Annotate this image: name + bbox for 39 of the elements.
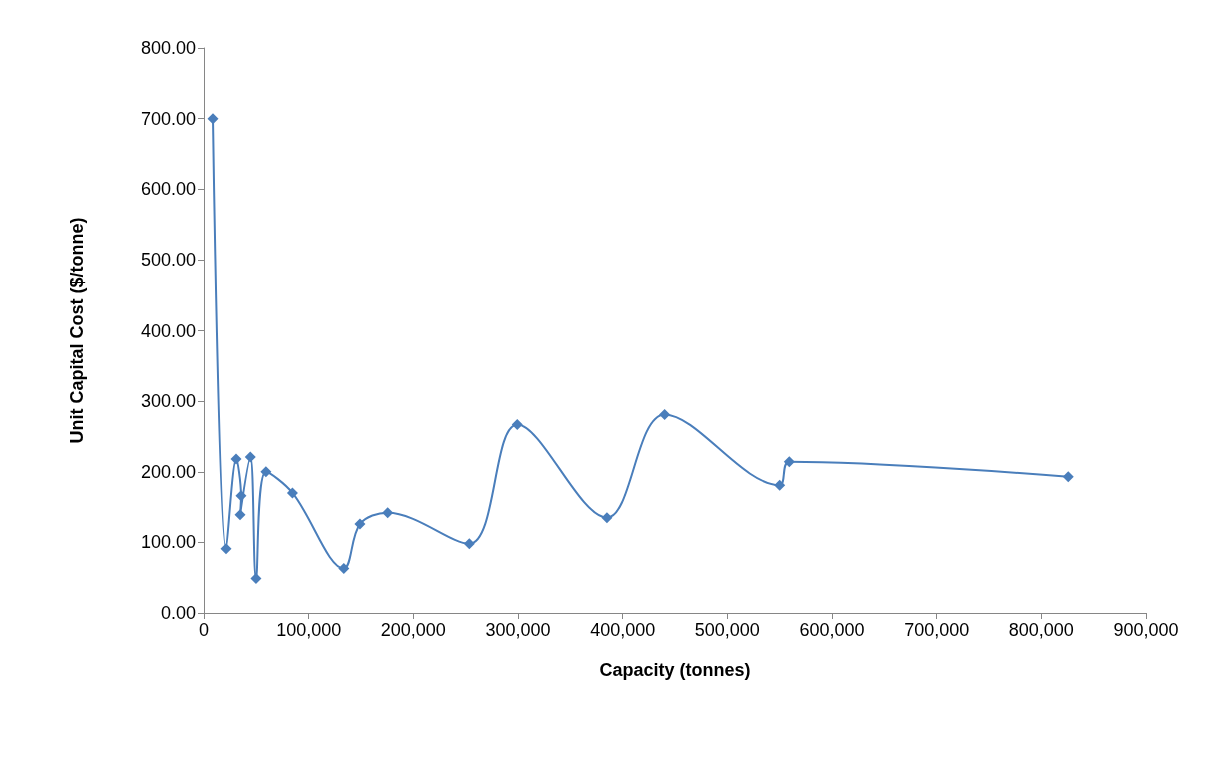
point bbox=[230, 453, 242, 465]
y-tick-label: 0.00 bbox=[160, 603, 196, 623]
y-tick-label: 700.00 bbox=[140, 108, 196, 129]
x-axis-title: Capacity (tonnes) bbox=[599, 660, 751, 680]
point bbox=[1062, 471, 1074, 483]
point bbox=[220, 543, 232, 555]
point bbox=[774, 479, 786, 491]
x-tick-label: 900,000 bbox=[1113, 620, 1179, 640]
x-tick-label: 500,000 bbox=[694, 620, 760, 640]
y-tick-label: 100.00 bbox=[140, 532, 196, 553]
point bbox=[234, 509, 246, 521]
point bbox=[207, 113, 219, 125]
x-tick-label: 800,000 bbox=[1008, 620, 1074, 640]
x-tick-label: 400,000 bbox=[590, 620, 656, 640]
point bbox=[286, 487, 298, 499]
x-tick-label: 0 bbox=[198, 620, 210, 640]
point bbox=[659, 409, 671, 421]
point bbox=[260, 466, 272, 478]
point bbox=[235, 490, 247, 502]
point bbox=[783, 456, 795, 468]
point bbox=[338, 563, 350, 575]
point bbox=[601, 512, 613, 524]
y-tick-label: 800.00 bbox=[140, 38, 196, 58]
point bbox=[382, 507, 394, 519]
y-tick-label: 200.00 bbox=[140, 461, 196, 482]
y-tick-label: 600.00 bbox=[140, 179, 196, 200]
y-tick-label: 400.00 bbox=[140, 320, 196, 341]
point bbox=[354, 518, 366, 530]
x-tick-label: 200,000 bbox=[380, 620, 446, 640]
point bbox=[244, 451, 256, 463]
y-tick-label: 500.00 bbox=[140, 249, 196, 270]
y-tick-label: 300.00 bbox=[140, 391, 196, 412]
x-tick-label: 100,000 bbox=[276, 620, 342, 640]
x-tick-label: 700,000 bbox=[904, 620, 970, 640]
point bbox=[463, 538, 475, 550]
x-tick-label: 600,000 bbox=[799, 620, 865, 640]
x-tick-label: 300,000 bbox=[485, 620, 551, 640]
point bbox=[511, 418, 523, 430]
y-axis-title: Unit Capital Cost ($/tonne) bbox=[67, 217, 87, 444]
